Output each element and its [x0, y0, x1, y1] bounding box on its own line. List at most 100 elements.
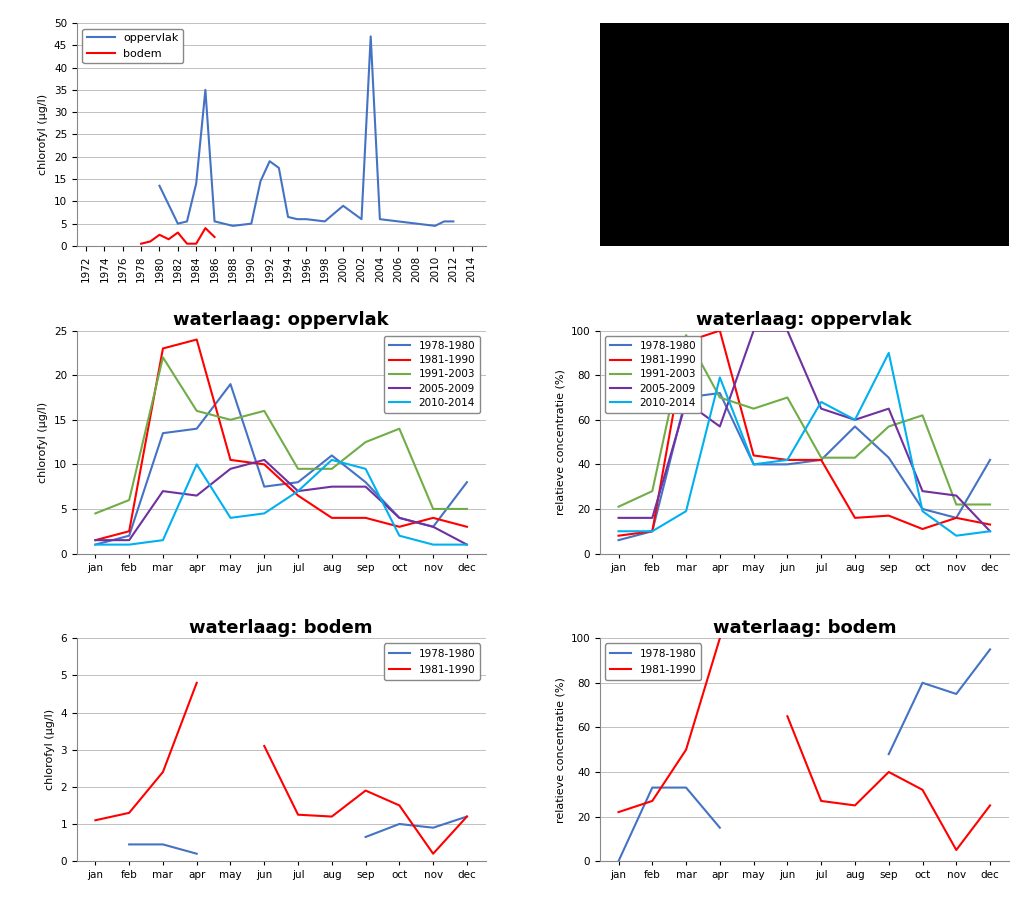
2010-2014 — [815, 396, 827, 407]
2005-2009 — [646, 512, 658, 523]
Line: bodem: bodem — [141, 228, 215, 244]
bodem — [172, 227, 184, 239]
1978-1980 — [748, 459, 760, 470]
Legend: 1978-1980, 1981-1990, 1991-2003, 2005-2009, 2010-2014: 1978-1980, 1981-1990, 1991-2003, 2005-20… — [605, 336, 701, 413]
1981-1990 — [123, 526, 135, 537]
1978-1980 — [815, 454, 827, 465]
2005-2009 — [123, 534, 135, 545]
bodem — [144, 236, 157, 247]
2010-2014 — [646, 526, 658, 537]
1978-1980 — [646, 782, 658, 793]
2005-2009 — [292, 485, 304, 496]
Line: 1981-1990: 1981-1990 — [618, 638, 720, 812]
1978-1980 — [157, 839, 169, 850]
1978-1980 — [714, 388, 726, 399]
1978-1980 — [123, 839, 135, 850]
1981-1990 — [883, 510, 895, 521]
1978-1980 — [714, 822, 726, 834]
1981-1990 — [157, 343, 169, 354]
Legend: 1978-1980, 1981-1990, 1991-2003, 2005-2009, 2010-2014: 1978-1980, 1981-1990, 1991-2003, 2005-20… — [384, 336, 480, 413]
bodem — [163, 234, 175, 245]
1991-2003 — [748, 403, 760, 414]
1981-1990 — [359, 512, 372, 523]
1991-2003 — [849, 452, 861, 463]
1981-1990 — [612, 807, 625, 818]
Y-axis label: chlorofyl (µg/l): chlorofyl (µg/l) — [38, 94, 48, 175]
1978-1980 — [359, 477, 372, 488]
1991-2003 — [461, 504, 473, 515]
1981-1990 — [427, 512, 439, 523]
2010-2014 — [157, 534, 169, 545]
Line: oppervlak: oppervlak — [160, 37, 454, 226]
1978-1980 — [123, 530, 135, 542]
Y-axis label: chlorofyl (µg/l): chlorofyl (µg/l) — [45, 709, 55, 790]
oppervlak — [337, 200, 349, 211]
1981-1990 — [89, 534, 101, 545]
2010-2014 — [461, 539, 473, 550]
Line: 2005-2009: 2005-2009 — [95, 460, 467, 544]
2005-2009 — [258, 454, 270, 465]
2005-2009 — [393, 512, 406, 523]
1978-1980 — [849, 421, 861, 432]
1978-1980 — [680, 392, 692, 403]
1991-2003 — [916, 410, 929, 421]
2005-2009 — [359, 481, 372, 492]
bodem — [190, 239, 203, 250]
Line: 1991-2003: 1991-2003 — [618, 335, 990, 507]
1991-2003 — [292, 463, 304, 474]
2010-2014 — [326, 454, 338, 465]
1981-1990 — [393, 521, 406, 532]
1978-1980 — [157, 427, 169, 438]
1981-1990 — [89, 815, 101, 826]
1991-2003 — [781, 392, 794, 403]
2005-2009 — [612, 512, 625, 523]
oppervlak — [447, 216, 460, 227]
2005-2009 — [326, 481, 338, 492]
2010-2014 — [849, 414, 861, 426]
1981-1990 — [258, 459, 270, 470]
oppervlak — [254, 176, 266, 187]
bodem — [135, 239, 147, 250]
Title: waterlaag: bodem: waterlaag: bodem — [713, 619, 896, 636]
1991-2003 — [883, 421, 895, 432]
1991-2003 — [359, 437, 372, 448]
1991-2003 — [326, 463, 338, 474]
1978-1980 — [781, 459, 794, 470]
oppervlak — [154, 181, 166, 192]
1981-1990 — [190, 677, 203, 688]
2010-2014 — [123, 539, 135, 550]
Line: 1978-1980: 1978-1980 — [95, 384, 467, 544]
1978-1980 — [393, 512, 406, 523]
2010-2014 — [950, 530, 963, 542]
Line: 1981-1990: 1981-1990 — [618, 331, 990, 536]
2005-2009 — [427, 521, 439, 532]
1978-1980 — [190, 423, 203, 434]
1991-2003 — [89, 507, 101, 519]
1981-1990 — [646, 796, 658, 807]
2005-2009 — [157, 485, 169, 496]
oppervlak — [263, 156, 275, 167]
1981-1990 — [849, 512, 861, 523]
Line: 1978-1980: 1978-1980 — [618, 393, 990, 540]
2010-2014 — [190, 459, 203, 470]
1978-1980 — [427, 521, 439, 532]
1978-1980 — [292, 477, 304, 488]
2005-2009 — [190, 490, 203, 501]
1991-2003 — [680, 330, 692, 341]
1978-1980 — [190, 848, 203, 859]
oppervlak — [245, 218, 257, 229]
1981-1990 — [326, 512, 338, 523]
1981-1990 — [123, 808, 135, 819]
1978-1980 — [950, 512, 963, 523]
2010-2014 — [612, 526, 625, 537]
1981-1990 — [714, 325, 726, 336]
1991-2003 — [224, 414, 237, 426]
Legend: 1978-1980, 1981-1990: 1978-1980, 1981-1990 — [605, 644, 701, 680]
2005-2009 — [984, 526, 996, 537]
Title: waterlaag: bodem: waterlaag: bodem — [189, 619, 373, 636]
oppervlak — [318, 216, 331, 227]
2005-2009 — [748, 325, 760, 336]
2005-2009 — [714, 421, 726, 432]
Y-axis label: relatieve concentratie (%): relatieve concentratie (%) — [555, 677, 565, 822]
1981-1990 — [680, 336, 692, 347]
